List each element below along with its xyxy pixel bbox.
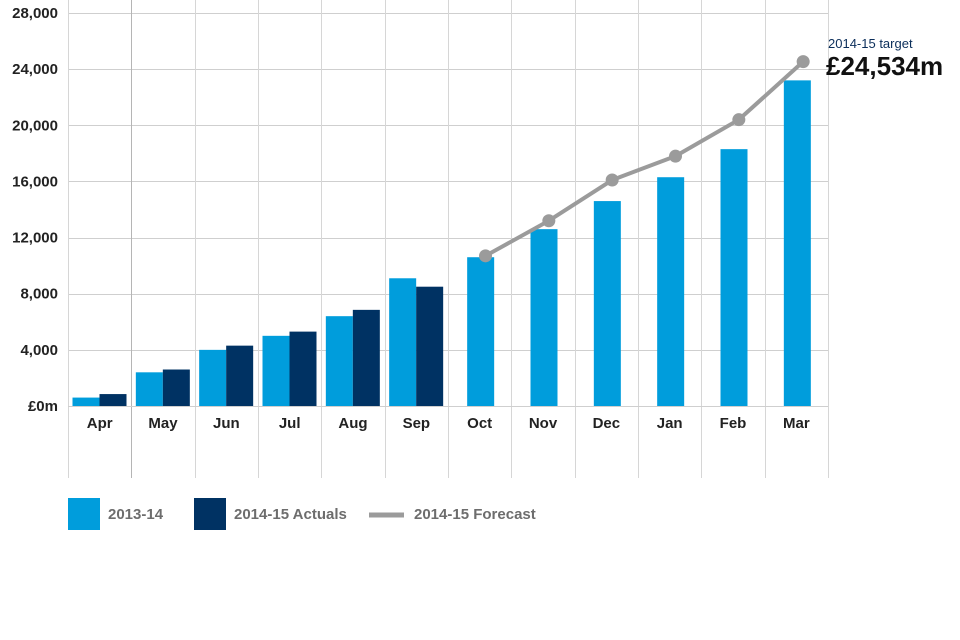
bar-2013-14-nov	[530, 229, 558, 406]
x-tick-label-nov: Nov	[529, 415, 558, 432]
y-tick-label: 20,000	[12, 117, 58, 134]
x-tick-label-oct: Oct	[467, 415, 492, 432]
x-tick-label-mar: Mar	[783, 415, 810, 432]
forecast-line-path	[484, 60, 805, 258]
bar-2013-14-feb	[720, 149, 748, 406]
bars	[72, 80, 811, 406]
bar-2013-14-apr	[72, 397, 100, 406]
bar-2013-14-jun	[199, 349, 227, 406]
grid	[68, 0, 829, 478]
forecast-point	[479, 249, 492, 263]
x-tick-label-dec: Dec	[593, 415, 621, 432]
x-tick-label-sep: Sep	[403, 415, 431, 432]
y-tick-label: 24,000	[12, 61, 58, 78]
bar-2013-14-mar	[783, 80, 811, 406]
bar-2013-14-oct	[467, 257, 495, 406]
target-annotation: 2014-15 target £24,534m	[826, 36, 943, 81]
bar-2013-14-aug	[325, 316, 353, 406]
legend: 2013-14 2014-15 Actuals 2014-15 Forecast	[68, 498, 536, 530]
y-tick-label: 4,000	[20, 342, 58, 359]
bar-2014-15-actuals-sep	[416, 286, 444, 406]
bar-2013-14-may	[135, 372, 163, 406]
forecast-line	[479, 55, 810, 263]
bar-2014-15-actuals-jun	[226, 345, 254, 406]
legend-label-2013-14: 2013-14	[108, 506, 164, 523]
bar-2014-15-actuals-aug	[352, 309, 380, 406]
y-tick-label: 12,000	[12, 230, 58, 247]
y-tick-label: 28,000	[12, 5, 58, 22]
forecast-point	[732, 113, 746, 127]
bar-2014-15-actuals-may	[162, 369, 190, 406]
x-tick-label-jun: Jun	[213, 415, 240, 432]
forecast-point	[796, 55, 810, 69]
x-axis: Apr May Jun Jul Aug Sep Oct Nov Dec Jan Feb Mar	[87, 415, 810, 432]
y-tick-label: £0m	[28, 398, 58, 415]
forecast-point	[669, 149, 682, 163]
x-tick-label-jan: Jan	[657, 415, 683, 432]
forecast-point	[542, 214, 556, 228]
bar-2013-14-jul	[262, 335, 290, 406]
bar-2014-15-actuals-apr	[99, 394, 127, 406]
bar-2013-14-dec	[593, 201, 621, 406]
x-tick-label-apr: Apr	[87, 415, 113, 432]
bar-2014-15-actuals-jul	[289, 331, 317, 406]
legend-label-2014-15-forecast: 2014-15 Forecast	[414, 506, 536, 523]
forecast-point	[605, 173, 619, 187]
legend-label-2014-15-actuals: 2014-15 Actuals	[234, 506, 347, 523]
x-tick-label-jul: Jul	[279, 415, 301, 432]
y-tick-label: 8,000	[20, 286, 58, 303]
bar-2013-14-jan	[657, 177, 685, 406]
y-tick-label: 16,000	[12, 173, 58, 190]
bar-2013-14-sep	[389, 278, 417, 406]
x-tick-label-may: May	[148, 415, 178, 432]
y-axis: £0m 4,000 8,000 12,000 16,000 20,000 24,000 28,…	[12, 5, 58, 415]
x-tick-label-feb: Feb	[720, 415, 747, 432]
target-caption: 2014-15 target	[828, 36, 913, 51]
legend-swatch-2013-14	[68, 498, 100, 530]
x-tick-label-aug: Aug	[338, 415, 367, 432]
legend-swatch-2014-15-actuals	[194, 498, 226, 530]
target-value: £24,534m	[826, 51, 943, 81]
